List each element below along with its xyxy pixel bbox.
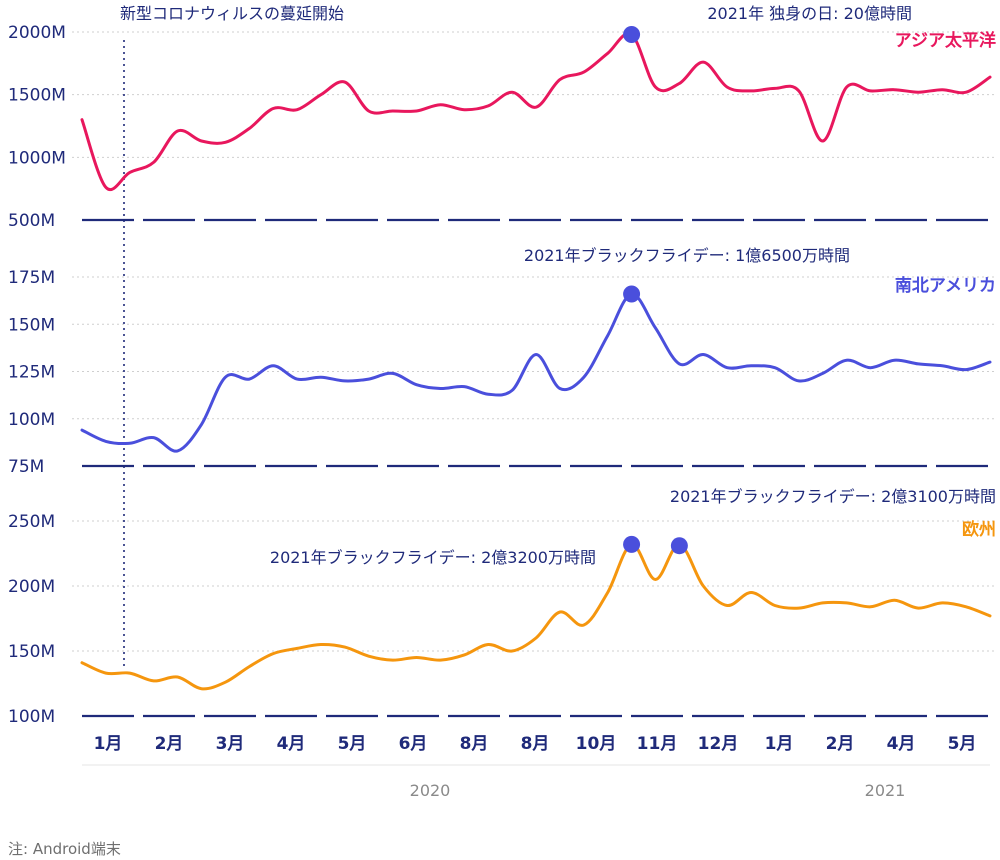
peak-marker bbox=[670, 537, 688, 555]
x-tick-label: 10月 bbox=[576, 734, 617, 754]
y-tick-label: 175M bbox=[8, 268, 55, 288]
peak-annotation-1: 2021年ブラックフライデー: 2億3200万時間 bbox=[270, 548, 596, 567]
year-label-2020: 2020 bbox=[410, 781, 451, 800]
peak-marker bbox=[623, 26, 641, 44]
x-tick-label: 5月 bbox=[948, 734, 977, 754]
x-tick-label: 5月 bbox=[338, 734, 367, 754]
series-line-apac bbox=[80, 31, 992, 191]
peak-annotation-2: 2021年ブラックフライデー: 2億3100万時間 bbox=[670, 487, 996, 506]
series-label-apac: アジア太平洋 bbox=[895, 30, 996, 51]
y-tick-label: 500M bbox=[8, 211, 55, 231]
series-line-americas bbox=[80, 292, 992, 453]
y-tick-label: 150M bbox=[8, 642, 55, 662]
x-tick-label: 4月 bbox=[887, 734, 916, 754]
year-label-2021: 2021 bbox=[865, 781, 906, 800]
y-tick-label: 1000M bbox=[8, 148, 66, 168]
x-tick-label: 4月 bbox=[277, 734, 306, 754]
x-tick-label: 11月 bbox=[637, 734, 678, 754]
y-tick-label: 200M bbox=[8, 577, 55, 597]
x-tick-label: 3月 bbox=[216, 734, 245, 754]
x-tick-label: 2月 bbox=[826, 734, 855, 754]
y-tick-label: 150M bbox=[8, 315, 55, 335]
y-tick-label: 100M bbox=[8, 410, 55, 430]
peak-marker bbox=[623, 285, 641, 303]
footnote: 注: Android端末 bbox=[8, 840, 121, 858]
y-tick-label: 1500M bbox=[8, 86, 66, 106]
y-tick-label: 125M bbox=[8, 363, 55, 383]
text-layer: 500M 1000M 1500M 2000M アジア太平洋 2021年 独身の日: 20億… bbox=[8, 4, 996, 800]
y-tick-label: 2000M bbox=[8, 23, 66, 43]
peak-marker bbox=[623, 535, 641, 553]
x-tick-label: 6月 bbox=[399, 734, 428, 754]
series-line-europe bbox=[80, 542, 992, 691]
x-tick-label: 1月 bbox=[765, 734, 794, 754]
series-label-europe: 欧州 bbox=[962, 519, 996, 540]
y-tick-label: 100M bbox=[8, 707, 55, 727]
peak-annotation: 2021年 独身の日: 20億時間 bbox=[707, 4, 912, 23]
y-tick-label: 75M bbox=[8, 457, 44, 477]
x-tick-label: 12月 bbox=[698, 734, 739, 754]
x-tick-label: 8月 bbox=[521, 734, 550, 754]
grid-layer bbox=[72, 31, 996, 766]
covid-annotation: 新型コロナウィルスの蔓延開始 bbox=[120, 4, 344, 23]
series-label-americas: 南北アメリカ bbox=[895, 275, 996, 296]
x-tick-label: 8月 bbox=[460, 734, 489, 754]
series-layer bbox=[80, 26, 992, 691]
x-tick-label: 1月 bbox=[94, 734, 123, 754]
x-tick-label: 2月 bbox=[155, 734, 184, 754]
peak-annotation: 2021年ブラックフライデー: 1億6500万時間 bbox=[524, 246, 850, 265]
y-tick-label: 250M bbox=[8, 512, 55, 532]
